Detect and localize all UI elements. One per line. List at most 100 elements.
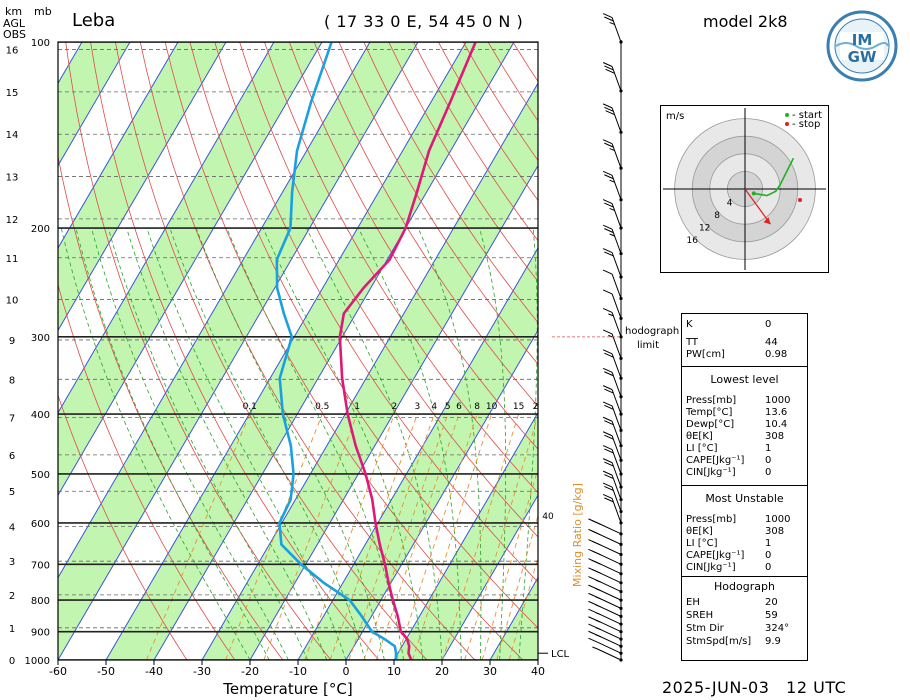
wind-barb-shaft [611,175,622,200]
isotherm-line [441,494,538,660]
wind-barb [602,170,622,200]
wind-barb-flag [602,224,613,230]
hodograph-limit-label: hodograph [625,326,679,337]
wind-barb-shaft [611,293,622,319]
wind-barb-flag [604,228,614,234]
hodograph-start-point [751,191,756,196]
plot-area: 0.1 0.5 1 2 3 4 5 6 8 10 15 20 25 30 35 [58,42,583,660]
wind-barb [602,289,622,319]
hodograph-start-legend: - start [792,110,822,121]
wind-barb [588,630,622,647]
wind-barb [588,567,622,584]
pw-label: PW[cm] [686,349,725,360]
mixing-ratio-label: 4 [431,402,437,412]
wind-barb-flag [591,519,601,525]
x-axis-label: Temperature [°C] [222,680,352,698]
height-tick-label: 0 [9,656,15,667]
mixing-ratio-label: 8 [474,402,480,412]
hodograph-stats-panel: Hodograph EH 20 SREH 59 Stm Dir 324° StmSpd[m/… [681,576,808,661]
wind-barb-flag [605,68,615,74]
most-unstable-title: Most Unstable [705,492,784,505]
most-unstable-label-1: θE[K] [686,526,713,537]
wind-barb [602,458,622,488]
wind-barb-flag [602,139,613,145]
wind-barb-shaft [611,498,622,524]
most-unstable-value-1: 308 [765,526,785,537]
wind-barb-flag [591,559,601,565]
wind-barb-shaft [597,648,622,661]
wind-barb [602,199,622,229]
wind-barb [588,623,622,640]
wind-barb-flag [602,248,613,253]
wind-barb [588,616,622,633]
pressure-tick-label: 800 [31,596,50,607]
height-tick-label: 15 [6,88,19,99]
wind-barb-flag [602,367,613,373]
lcl-label: LCL [551,649,570,660]
dry-adiabat [65,42,332,660]
x-tick-label: 30 [483,665,497,678]
height-tick-label: 1 [9,624,15,635]
mixing-ratio-label: 6 [456,402,462,412]
dry-adiabat [114,42,428,660]
wind-barb-flag [602,470,613,476]
wind-barb-shaft [611,405,622,431]
x-tick-label: 0 [343,665,350,678]
wind-barb-half [595,596,601,600]
hodograph-stop-point [798,198,802,202]
mixing-ratio-axis-label: Mixing Ratio [g/kg] [571,483,584,587]
dry-adiabat [214,42,538,583]
mixing-ratio-40-label: 40 [542,512,554,522]
most-unstable-label-2: LI [°C] [686,538,718,549]
mixing-ratio-label: 15 [513,402,524,412]
wind-barb-flag [604,202,614,208]
wind-barb-half [595,604,601,608]
wind-barb-flag [604,388,614,394]
agl-label: AGL [3,17,25,30]
lowest-level-value-5: 0 [765,455,772,466]
wind-barb-flag [602,103,613,109]
wind-barb-flag [602,349,613,355]
lowest-level-value-2: 10.4 [765,419,788,430]
wind-barb-shaft [597,562,622,575]
height-tick-label: 7 [9,414,15,425]
wind-barb-flag [602,307,613,313]
pressure-tick-label: 900 [31,628,50,639]
lowest-level-label-6: CIN[Jkg⁻¹] [686,467,736,478]
wind-barb-flag [604,174,614,180]
wind-barb-shaft [597,532,622,545]
wind-barb [588,592,622,609]
mixing-ratio-line [496,514,538,660]
wind-barb-half [595,588,601,592]
wind-barb-shaft [611,229,622,254]
isotherm-line [58,42,179,249]
isotherm-line [345,329,538,660]
isotherm-line [58,42,371,579]
wind-barb-flag [604,497,614,503]
wind-barb [602,13,622,43]
wind-barb-half [609,207,615,211]
mixing-ratio-label: 1 [354,402,360,412]
hodograph-stats-value-3: 9.9 [765,636,781,647]
mixing-ratio-label: 0.1 [243,402,257,412]
mixing-ratio-line [442,413,520,660]
wind-barb [602,62,622,92]
wind-barb [602,103,622,133]
height-tick-label: 3 [9,557,15,568]
mixing-ratio-label: 35 [572,402,583,412]
height-tick-label: 6 [9,451,15,462]
wind-barb-flag [591,550,601,556]
mixing-ratio-line [481,467,538,660]
dry-adiabat [58,283,236,660]
x-tick-label: -20 [241,665,259,678]
height-tick-label: 4 [9,523,15,534]
x-tick-label: 40 [531,665,545,678]
wind-barb-shaft [611,389,622,415]
hodograph-ring-label: 16 [686,236,698,246]
wind-barb-flag [602,458,613,464]
wind-barb-flag [604,142,614,148]
wind-barb-shaft [611,17,622,43]
wind-barb-flag [591,540,601,546]
wind-barb-shaft [611,312,622,338]
isotherm-line [58,42,131,167]
